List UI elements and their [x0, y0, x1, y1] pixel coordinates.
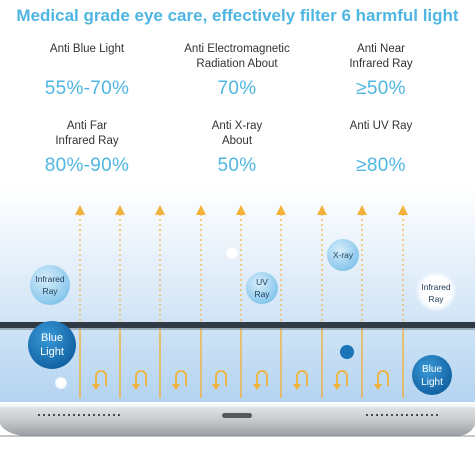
stat-value: 55%-70% [44, 78, 130, 99]
svg-text:Infrared: Infrared [35, 274, 65, 284]
up-arrow-icon [398, 205, 408, 322]
svg-text:Ray: Ray [428, 294, 444, 304]
u-turn-arrow-icon [374, 370, 389, 390]
filter-film [0, 322, 475, 328]
stat-label: Anti UV Ray [349, 120, 413, 132]
stat-anti-xray: Anti X-ray About 50% [162, 119, 312, 177]
decorative-dot [55, 377, 67, 389]
up-arrow-icon [276, 205, 286, 322]
bubble-xray: X-ray [327, 239, 359, 271]
stat-anti-uv: Anti UV Ray ≥80% [306, 119, 456, 177]
bubble-infrared-left: Infrared Ray [30, 265, 70, 305]
svg-text:Ray: Ray [254, 289, 270, 299]
stat-value: ≥80% [356, 155, 406, 176]
stat-anti-near-infrared: Anti Near Infrared Ray ≥50% [306, 42, 456, 100]
stat-anti-far-infrared: Anti Far Infrared Ray 80%-90% [12, 119, 162, 177]
u-turn-arrow-icon [92, 370, 107, 390]
u-turn-arrow-icon [212, 370, 227, 390]
reflected-rays [75, 205, 408, 322]
light-panel [0, 186, 475, 402]
bubble-uv: UV Ray [246, 272, 278, 304]
stat-label: Anti Blue Light [49, 43, 125, 55]
stat-value: 70% [217, 78, 257, 99]
laptop-body [0, 404, 475, 437]
up-arrow-icon [317, 205, 327, 322]
stat-value: 50% [217, 155, 257, 176]
up-arrow-icon [357, 205, 367, 322]
up-arrow-icon [236, 205, 246, 322]
speaker-grille-right [366, 414, 438, 416]
stat-anti-blue-light: Anti Blue Light 55%-70% [12, 42, 162, 100]
bubble-blue-light-right: Blue Light [412, 355, 452, 395]
svg-text:Light: Light [421, 377, 443, 388]
up-arrow-icon [196, 205, 206, 322]
svg-text:X-ray: X-ray [333, 250, 354, 260]
decorative-dot [225, 246, 239, 260]
bubble-infrared-right: Infrared Ray [416, 271, 456, 311]
speaker-grille-left [38, 414, 120, 416]
stat-anti-electromagnetic: Anti Electromagnetic Radiation About 70% [162, 42, 312, 100]
up-arrow-icon [155, 205, 165, 322]
svg-text:Light: Light [40, 346, 64, 358]
svg-text:Blue: Blue [41, 332, 63, 344]
up-arrow-icon [75, 205, 85, 322]
stat-value: ≥50% [356, 78, 406, 99]
u-turn-arrow-icon [253, 370, 268, 390]
svg-text:Ray: Ray [42, 286, 58, 296]
u-turn-arrow-icon [333, 370, 348, 390]
u-turn-arrow-icon [293, 370, 308, 390]
stat-label: Anti Near Infrared Ray [349, 43, 413, 70]
usb-port [222, 413, 252, 418]
svg-text:Blue: Blue [422, 364, 442, 375]
up-arrow-icon [115, 205, 125, 322]
u-turn-arrow-icon [172, 370, 187, 390]
bubble-blue-light-left: Blue Light [28, 321, 76, 369]
u-turn-arrows [92, 370, 389, 390]
u-turn-arrow-icon [132, 370, 147, 390]
stat-label: Anti Far Infrared Ray [55, 120, 119, 147]
stat-label: Anti Electromagnetic Radiation About [184, 43, 290, 70]
stat-label: Anti X-ray About [211, 120, 263, 147]
stat-value: 80%-90% [44, 155, 130, 176]
svg-text:Infrared: Infrared [421, 282, 451, 292]
incoming-rays [79, 328, 404, 398]
svg-text:UV: UV [256, 277, 268, 287]
headline: Medical grade eye care, effectively filt… [16, 6, 459, 25]
decorative-dot [340, 345, 354, 359]
